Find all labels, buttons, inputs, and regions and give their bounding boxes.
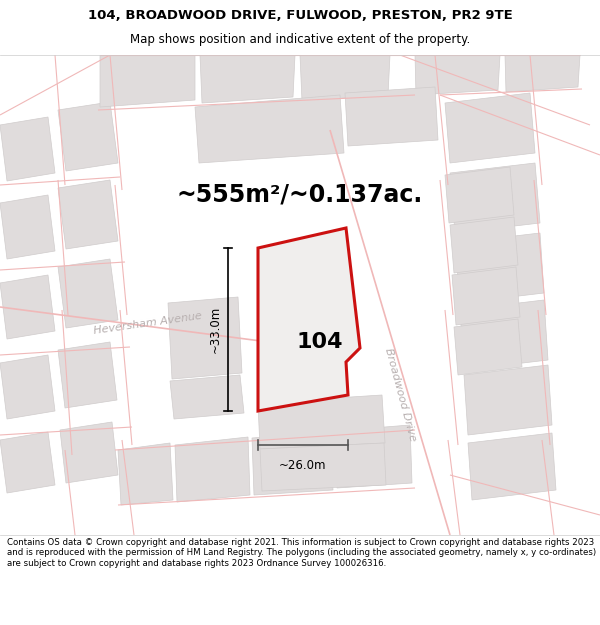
Polygon shape (58, 180, 118, 249)
Polygon shape (450, 163, 540, 233)
Polygon shape (454, 319, 522, 375)
Polygon shape (58, 342, 117, 408)
Polygon shape (455, 233, 544, 303)
Text: Map shows position and indicative extent of the property.: Map shows position and indicative extent… (130, 33, 470, 46)
Polygon shape (460, 300, 548, 370)
Polygon shape (168, 297, 242, 379)
Text: 104, BROADWOOD DRIVE, FULWOOD, PRESTON, PR2 9TE: 104, BROADWOOD DRIVE, FULWOOD, PRESTON, … (88, 9, 512, 22)
Text: Broadwood Drive: Broadwood Drive (383, 348, 417, 442)
Text: Contains OS data © Crown copyright and database right 2021. This information is : Contains OS data © Crown copyright and d… (7, 538, 596, 568)
Polygon shape (450, 217, 518, 273)
Polygon shape (445, 167, 514, 223)
Polygon shape (58, 259, 118, 328)
Polygon shape (0, 195, 55, 259)
Polygon shape (335, 425, 412, 488)
Text: ~555m²/~0.137ac.: ~555m²/~0.137ac. (177, 183, 423, 207)
Polygon shape (464, 365, 552, 435)
Polygon shape (258, 395, 385, 449)
Text: Heversham Avenue: Heversham Avenue (93, 311, 203, 336)
Polygon shape (0, 355, 55, 419)
Polygon shape (170, 375, 244, 419)
Polygon shape (58, 102, 118, 171)
Polygon shape (118, 443, 173, 505)
Polygon shape (252, 432, 333, 495)
Polygon shape (60, 422, 118, 483)
Polygon shape (0, 275, 55, 339)
Polygon shape (468, 433, 556, 500)
Polygon shape (415, 55, 500, 95)
Polygon shape (452, 267, 520, 325)
Polygon shape (200, 55, 295, 103)
Polygon shape (505, 55, 580, 92)
Polygon shape (258, 228, 360, 411)
Text: ~33.0m: ~33.0m (209, 306, 222, 353)
Polygon shape (175, 437, 250, 502)
Polygon shape (0, 432, 55, 493)
Polygon shape (300, 55, 390, 101)
Polygon shape (0, 117, 55, 181)
Polygon shape (100, 55, 195, 107)
Polygon shape (260, 443, 386, 491)
Polygon shape (445, 93, 535, 163)
Polygon shape (345, 87, 438, 146)
Text: 104: 104 (296, 332, 343, 352)
Text: ~26.0m: ~26.0m (279, 459, 327, 472)
Polygon shape (195, 95, 344, 163)
